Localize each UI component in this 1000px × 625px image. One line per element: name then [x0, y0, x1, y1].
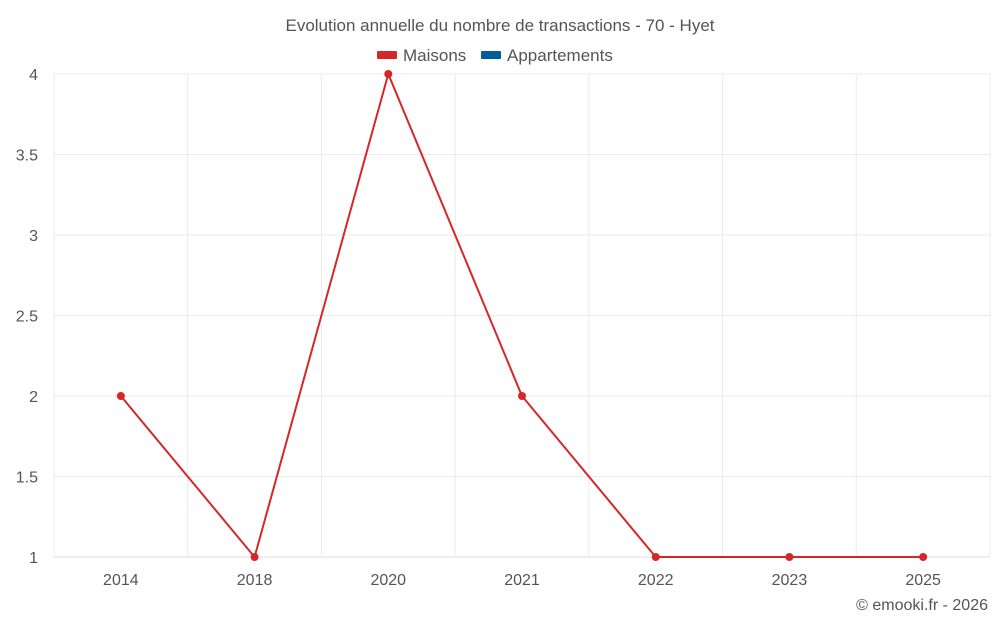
legend-swatch-appartements [481, 51, 501, 59]
credit-text: © emooki.fr - 2026 [856, 597, 988, 614]
y-axis: 1 1.5 2 2.5 3 3.5 4 [16, 67, 38, 567]
legend: Maisons Appartements [377, 46, 613, 65]
y-tick-label: 3.5 [16, 148, 38, 165]
legend-item-maisons[interactable]: Maisons [377, 46, 466, 65]
data-point-maisons-2023[interactable] [785, 553, 794, 561]
data-point-maisons-2021[interactable] [518, 392, 526, 400]
y-tick-label: 4 [29, 67, 38, 84]
x-tick-label: 2023 [772, 572, 808, 589]
data-point-maisons-2022[interactable] [651, 553, 660, 561]
x-tick-label: 2018 [237, 572, 273, 589]
x-tick-label: 2020 [370, 572, 406, 589]
x-tick-label: 2022 [638, 572, 674, 589]
chart-title: Evolution annuelle du nombre de transact… [285, 16, 714, 35]
x-tick-label: 2025 [905, 572, 941, 589]
plot-area [116, 70, 928, 561]
data-point-maisons-2020[interactable] [384, 70, 393, 78]
legend-label-maisons: Maisons [403, 46, 466, 65]
y-tick-label: 2.5 [16, 309, 38, 326]
y-tick-label: 3 [29, 228, 38, 245]
y-tick-label: 2 [29, 389, 38, 406]
grid [53, 73, 991, 558]
y-tick-label: 1 [29, 550, 38, 567]
x-tick-label: 2014 [103, 572, 139, 589]
data-point-maisons-2025[interactable] [919, 553, 928, 561]
data-point-maisons-2018[interactable] [250, 553, 259, 561]
legend-label-appartements: Appartements [507, 46, 613, 65]
x-axis: 2014 2018 2020 2021 2022 2023 2025 [103, 572, 941, 589]
x-tick-label: 2021 [504, 572, 540, 589]
legend-item-appartements[interactable]: Appartements [481, 46, 613, 65]
data-point-maisons-2014[interactable] [116, 392, 125, 400]
legend-swatch-maisons [377, 51, 397, 59]
y-tick-label: 1.5 [16, 470, 38, 487]
